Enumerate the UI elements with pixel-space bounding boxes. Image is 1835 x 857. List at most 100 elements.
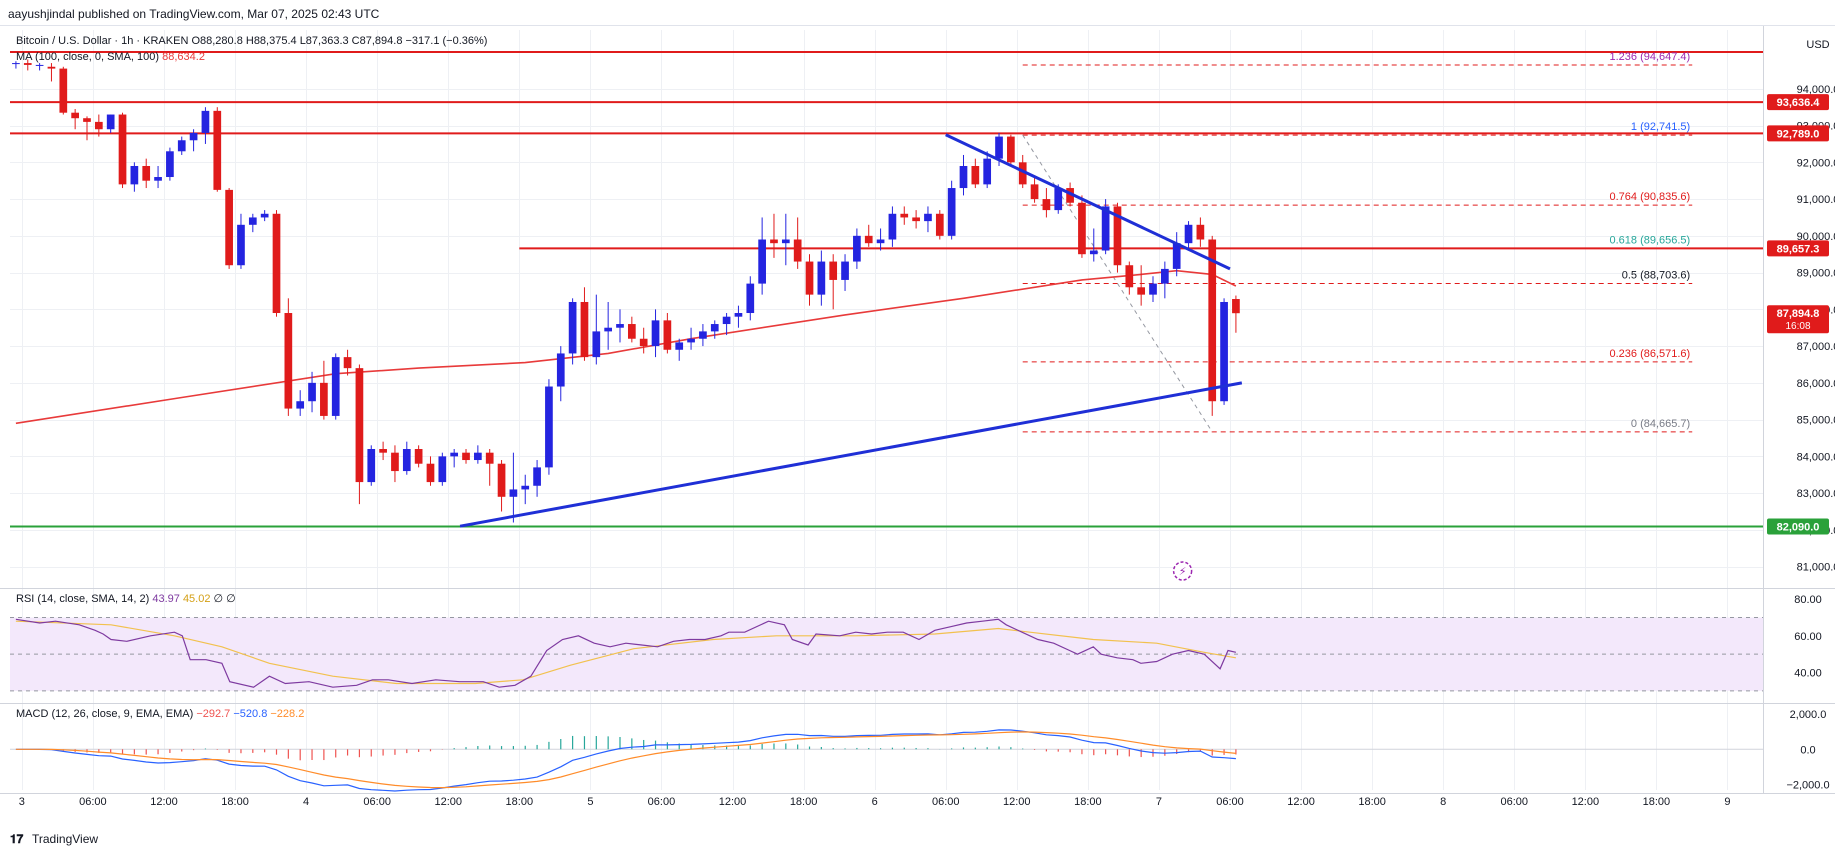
candle[interactable] <box>1125 261 1134 295</box>
candle[interactable] <box>817 250 826 306</box>
candle[interactable] <box>1196 217 1205 247</box>
candle[interactable] <box>687 327 695 350</box>
candle[interactable] <box>462 449 470 464</box>
candle[interactable] <box>154 165 162 189</box>
candle[interactable] <box>959 154 968 196</box>
candle[interactable] <box>1078 195 1086 258</box>
fibonacci-retracement[interactable]: 1.236 (94,647.4) 1 (92,741.5) 0.764 (90,83… <box>1022 51 1693 433</box>
rsi-pane[interactable]: 40.00 60.00 80.00 <box>10 594 1822 692</box>
candle[interactable] <box>12 61 20 69</box>
candle[interactable] <box>770 213 778 258</box>
candle[interactable] <box>900 206 909 225</box>
candle[interactable] <box>343 349 352 376</box>
candle[interactable] <box>971 158 980 189</box>
alert-flash-icon[interactable]: ⚡ <box>1172 561 1193 581</box>
candle[interactable] <box>521 474 530 505</box>
candle[interactable] <box>1232 295 1240 333</box>
candle[interactable] <box>781 213 790 266</box>
candle[interactable] <box>391 445 399 483</box>
candle[interactable] <box>1220 298 1228 405</box>
candle[interactable] <box>912 210 920 229</box>
candle[interactable] <box>166 147 174 181</box>
candle[interactable] <box>1208 235 1217 416</box>
candle[interactable] <box>1042 188 1051 218</box>
candle[interactable] <box>545 379 553 475</box>
candle[interactable] <box>379 441 387 461</box>
candle[interactable] <box>118 112 127 189</box>
candle[interactable] <box>864 224 873 247</box>
candle[interactable] <box>189 129 198 152</box>
candle[interactable] <box>355 364 364 505</box>
candle[interactable] <box>568 298 577 365</box>
candle[interactable] <box>331 353 340 420</box>
candle[interactable] <box>876 228 885 251</box>
candle[interactable] <box>272 210 281 317</box>
candle[interactable] <box>1172 232 1181 277</box>
trendline[interactable] <box>459 381 1243 528</box>
candle[interactable] <box>924 206 932 233</box>
candle[interactable] <box>947 180 956 240</box>
candle[interactable] <box>106 114 115 133</box>
candle[interactable] <box>71 109 79 130</box>
candle[interactable] <box>533 460 541 497</box>
candle[interactable] <box>888 206 897 247</box>
candle[interactable] <box>474 445 482 464</box>
candle[interactable] <box>426 456 435 486</box>
candle[interactable] <box>616 309 624 343</box>
candle[interactable] <box>497 460 506 512</box>
candle[interactable] <box>1137 265 1146 306</box>
candle[interactable] <box>1149 276 1157 302</box>
trendline[interactable] <box>945 133 1231 271</box>
candle[interactable] <box>805 254 814 306</box>
candle[interactable] <box>1101 199 1110 255</box>
candle[interactable] <box>59 66 68 115</box>
candle[interactable] <box>308 371 316 413</box>
candle[interactable] <box>710 320 719 339</box>
tradingview-logo[interactable]: 𝟏𝟕 TradingView <box>10 832 98 846</box>
candle[interactable] <box>853 228 861 269</box>
candle[interactable] <box>367 445 376 486</box>
macd-pane[interactable]: −2,000.0 0.0 2,000.0 <box>10 709 1830 792</box>
candle[interactable] <box>248 213 257 233</box>
candle[interactable] <box>260 210 269 222</box>
candle[interactable] <box>320 360 328 420</box>
candle[interactable] <box>402 441 411 475</box>
candle[interactable] <box>604 301 613 350</box>
candle[interactable] <box>201 107 210 144</box>
candle[interactable] <box>485 449 494 486</box>
candle[interactable] <box>1030 177 1039 203</box>
candle[interactable] <box>627 316 636 343</box>
candle[interactable] <box>35 63 44 71</box>
candle[interactable] <box>509 452 518 523</box>
candle[interactable] <box>83 116 91 141</box>
candle[interactable] <box>651 309 660 358</box>
candle[interactable] <box>284 298 293 416</box>
candle[interactable] <box>1160 261 1169 299</box>
candle[interactable] <box>675 338 684 361</box>
candle[interactable] <box>983 151 992 189</box>
candle[interactable] <box>699 324 707 347</box>
candle[interactable] <box>758 217 766 295</box>
candle[interactable] <box>722 313 731 336</box>
candle[interactable] <box>639 327 648 354</box>
candle[interactable] <box>580 287 589 361</box>
candle[interactable] <box>793 217 802 269</box>
candle[interactable] <box>556 346 565 402</box>
candle[interactable] <box>450 449 459 468</box>
candle[interactable] <box>841 254 849 291</box>
candle[interactable] <box>1007 134 1015 165</box>
candle[interactable] <box>1184 221 1193 251</box>
candle[interactable] <box>663 313 672 354</box>
candle[interactable] <box>47 63 56 82</box>
candle[interactable] <box>225 188 233 269</box>
candle[interactable] <box>237 213 245 269</box>
candle[interactable] <box>23 59 32 71</box>
candle[interactable] <box>829 254 838 310</box>
candle[interactable] <box>1089 228 1098 262</box>
candle[interactable] <box>414 445 423 468</box>
candle[interactable] <box>213 107 222 192</box>
candle[interactable] <box>296 390 305 416</box>
candle[interactable] <box>746 276 755 321</box>
candle[interactable] <box>130 162 139 192</box>
